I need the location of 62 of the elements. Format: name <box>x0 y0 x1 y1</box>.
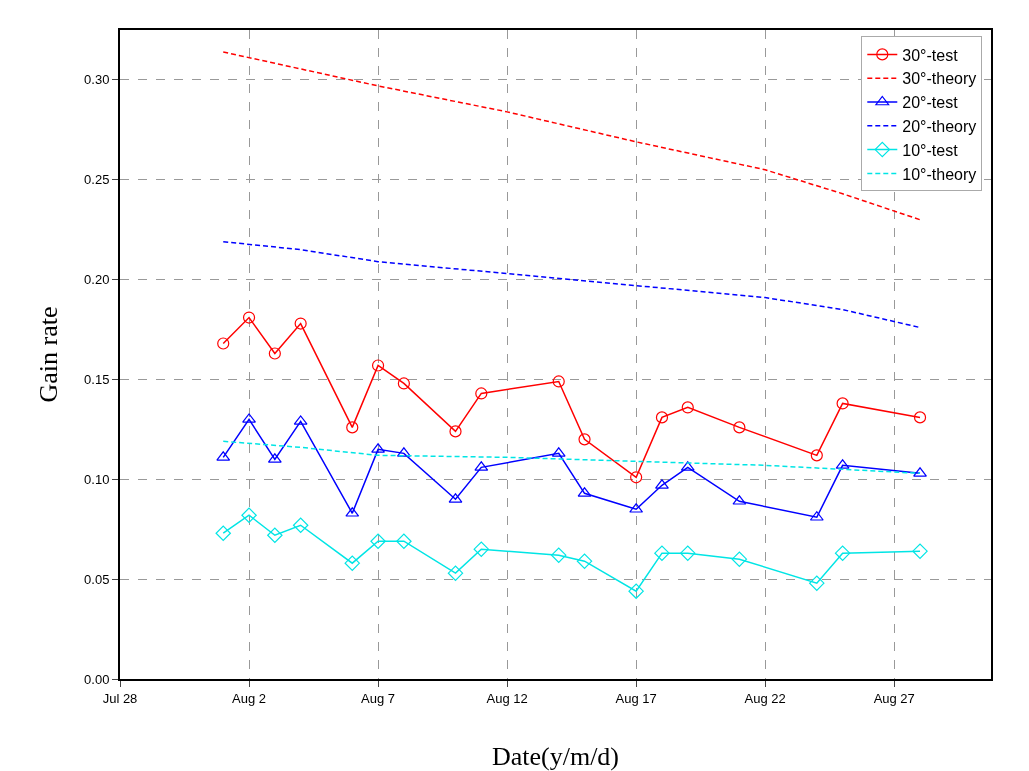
x-tick-label: Aug 17 <box>615 690 657 706</box>
y-tick-label: 0.00 <box>84 671 110 687</box>
point <box>836 397 849 410</box>
point <box>370 533 386 549</box>
point <box>628 583 644 599</box>
point <box>242 311 256 324</box>
y-tick-label: 0.10 <box>84 471 110 487</box>
point <box>550 547 567 563</box>
point <box>217 337 230 350</box>
x-tick-label: Aug 27 <box>873 690 915 706</box>
point <box>268 347 281 360</box>
point <box>681 401 694 414</box>
y-tick-label: 0.15 <box>84 372 110 388</box>
point <box>680 545 696 561</box>
point <box>292 517 309 533</box>
point <box>912 543 928 559</box>
point <box>396 533 412 549</box>
point <box>654 545 670 561</box>
point <box>371 359 385 372</box>
point <box>215 525 231 541</box>
point <box>449 425 462 438</box>
y-tick-label: 0.20 <box>84 272 110 288</box>
point <box>397 377 410 390</box>
x-tick-label: Aug 12 <box>486 690 528 706</box>
x-tick-label: Aug 7 <box>361 690 396 706</box>
point <box>809 575 825 591</box>
point <box>810 449 823 462</box>
x-tick-label: Aug 22 <box>744 690 786 706</box>
legend-label: 30°-theory <box>902 70 977 88</box>
point <box>576 553 593 569</box>
point <box>344 555 361 571</box>
point <box>267 527 283 543</box>
y-tick-label: 0.25 <box>84 172 110 188</box>
legend-label: 20°-theory <box>902 118 977 136</box>
point <box>731 551 748 567</box>
y-tick-label: 0.05 <box>84 571 110 587</box>
point <box>913 411 927 424</box>
legend-label: 20°-test <box>902 94 959 112</box>
point <box>552 375 565 388</box>
point <box>241 507 257 523</box>
point <box>473 541 490 557</box>
point <box>913 467 927 477</box>
point <box>834 545 851 561</box>
point <box>578 433 591 446</box>
x-tick-label: Aug 2 <box>232 690 267 706</box>
x-tick-label: Jul 28 <box>102 690 138 706</box>
point <box>655 479 669 489</box>
point <box>242 413 256 423</box>
line-series <box>222 240 921 329</box>
point <box>346 421 359 434</box>
point <box>294 317 307 330</box>
legend-label: 30°-test <box>902 46 959 64</box>
point <box>733 421 746 434</box>
point <box>655 411 669 424</box>
legend-label: 10°-theory <box>902 165 977 183</box>
y-tick-label: 0.30 <box>84 72 110 88</box>
y-axis-title: Gain rate <box>34 306 63 403</box>
point <box>630 471 643 484</box>
point <box>447 565 464 581</box>
point <box>475 387 488 400</box>
legend-label: 10°-test <box>902 141 959 159</box>
x-axis-title: Date(y/m/d) <box>491 742 620 771</box>
